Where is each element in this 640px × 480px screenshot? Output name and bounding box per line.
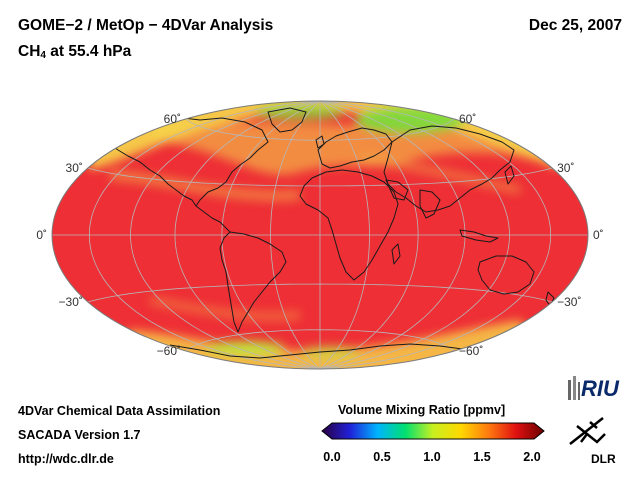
lat-label-left: −30˚ (59, 295, 83, 309)
coastline-south-america (219, 231, 287, 333)
meridian-line (319, 101, 510, 369)
meridian-line (319, 101, 552, 369)
map-frame (51, 100, 589, 370)
dlr-wordmark: DLR (591, 452, 616, 466)
footer-url[interactable]: http://wdc.dlr.de (18, 452, 114, 466)
dlr-logo (569, 417, 606, 445)
colorbar-tick-label: 1.5 (473, 450, 491, 464)
latitude-labels: 60˚ 60˚ 30˚ 30˚ 0˚ 0˚ −30˚ −30˚ −60˚ −60˚ (36, 112, 603, 358)
footer-version: SACADA Version 1.7 (18, 428, 141, 442)
meridian-line (130, 101, 321, 369)
pressure-level: at 55.4 hPa (45, 43, 132, 60)
coastline-australia (477, 255, 535, 295)
lat-label-left: 0˚ (36, 228, 47, 242)
colorbar-tick-label: 2.0 (523, 450, 541, 464)
map-subtitle: CH4 at 55.4 hPa (18, 43, 131, 61)
colorbar-title: Volume Mixing Ratio [ppmv] (338, 403, 506, 417)
coastline-africa (299, 169, 399, 281)
colorbar-tick-label: 0.0 (323, 450, 341, 464)
lat-label-left: 30˚ (66, 161, 83, 175)
coastline-north-america (109, 116, 269, 207)
lat-label-right: −30˚ (557, 295, 581, 309)
meridian-line (221, 101, 321, 369)
coastline-arabia (385, 179, 409, 201)
map-title: GOME−2 / MetOp − 4DVar Analysis (18, 17, 274, 34)
species-name: CH (18, 43, 41, 60)
colorbar-ramp (321, 422, 545, 440)
coastline-madagascar (391, 243, 401, 265)
coastline-greenland (267, 107, 307, 133)
species-subscript: 4 (40, 50, 46, 61)
graticule (52, 101, 588, 369)
coastline-central-america (195, 205, 231, 233)
coastline-asia (383, 125, 515, 213)
coastline-uk (315, 135, 325, 149)
meridian-line (174, 101, 321, 369)
meridian-line (319, 101, 370, 369)
lat-label-right: 0˚ (593, 228, 604, 242)
lat-label-right: 60˚ (459, 112, 476, 126)
coastline-indonesia (459, 229, 499, 243)
svg-text:RIU: RIU (581, 376, 620, 401)
lat-label-right: −60˚ (459, 344, 483, 358)
meridian-line (270, 101, 321, 369)
coastline-india (419, 189, 441, 219)
footer-assimilation: 4DVar Chemical Data Assimilation (18, 404, 221, 418)
lat-label-left: 60˚ (164, 112, 181, 126)
riu-logo: RIU (568, 376, 620, 401)
colorbar-tick-label: 0.5 (373, 450, 391, 464)
map-date: Dec 25, 2007 (528, 17, 622, 34)
colorbar (321, 422, 545, 440)
lat-label-left: −60˚ (157, 344, 181, 358)
coastlines (109, 107, 555, 361)
meridian-line (319, 101, 419, 369)
lat-label-right: 30˚ (557, 161, 574, 175)
coastline-europe (317, 127, 393, 169)
meridian-line (88, 101, 321, 369)
colorbar-tick-label: 1.0 (423, 450, 441, 464)
coastline-japan (504, 165, 515, 185)
